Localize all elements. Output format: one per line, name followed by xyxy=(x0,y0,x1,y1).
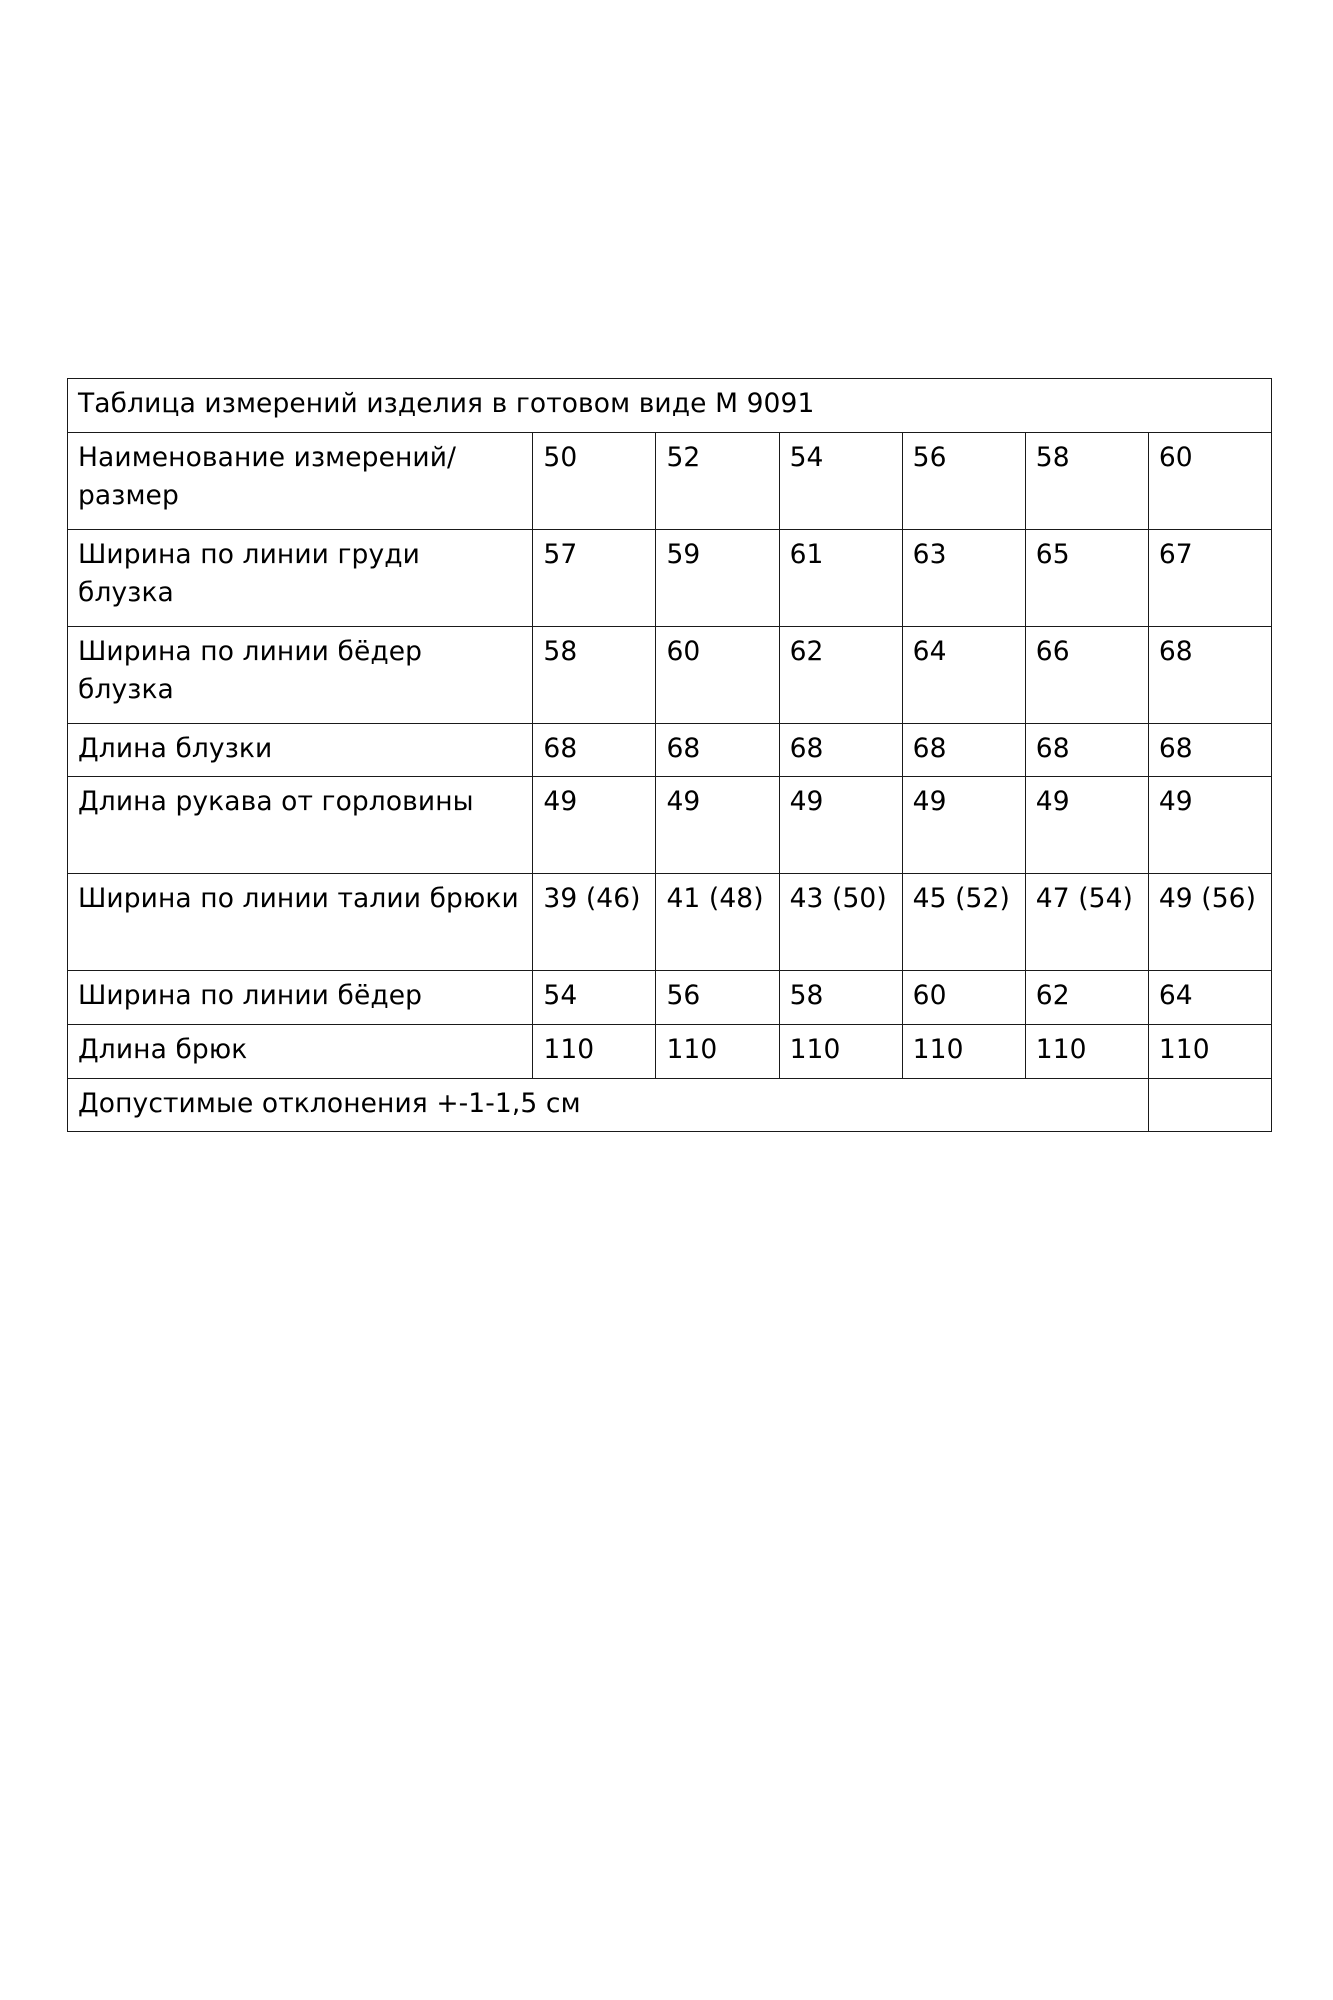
cell-value: 67 xyxy=(1147,528,1273,627)
row-label-chest-width-blouse: Ширина по линии груди блузка xyxy=(66,528,534,627)
cell-value: 60 xyxy=(655,625,780,724)
cell-value: 65 xyxy=(1024,528,1149,627)
cell-value: 41 (48) xyxy=(655,873,780,972)
table-title-row: Таблица измерений изделия в готовом виде… xyxy=(67,378,1272,433)
measurements-table: Таблица измерений изделия в готовом виде… xyxy=(66,378,1273,1133)
cell-value: 68 xyxy=(901,722,1026,778)
table-header-row: Наименование измерений/размер 50 52 54 5… xyxy=(66,431,1273,530)
cell-value: 49 xyxy=(1147,776,1273,875)
cell-value: 68 xyxy=(532,722,657,778)
cell-value: 62 xyxy=(1024,970,1149,1026)
row-label-waist-width-pants: Ширина по линии талии брюки xyxy=(66,873,534,972)
table-title: Таблица измерений изделия в готовом виде… xyxy=(67,378,1272,433)
cell-value: 57 xyxy=(532,528,657,627)
cell-value: 66 xyxy=(1024,625,1149,724)
cell-value: 49 xyxy=(778,776,903,875)
cell-value: 64 xyxy=(1147,970,1273,1026)
cell-value: 43 (50) xyxy=(778,873,903,972)
cell-value: 110 xyxy=(655,1024,780,1079)
header-size-50: 50 xyxy=(532,431,657,530)
cell-value: 110 xyxy=(1147,1024,1273,1079)
cell-value: 63 xyxy=(901,528,1026,627)
cell-value: 49 (56) xyxy=(1147,873,1273,972)
cell-value: 68 xyxy=(778,722,903,778)
header-size-56: 56 xyxy=(901,431,1026,530)
table-row: Ширина по линии бёдер 54 56 58 60 62 64 xyxy=(66,970,1273,1026)
cell-value: 49 xyxy=(1024,776,1149,875)
table-row: Длина брюк 110 110 110 110 110 110 xyxy=(66,1024,1273,1079)
tolerance-note: Допустимые отклонения +-1-1,5 см xyxy=(67,1077,1149,1133)
row-label-hip-width: Ширина по линии бёдер xyxy=(66,970,534,1026)
measurements-table-container: Таблица измерений изделия в готовом виде… xyxy=(66,378,1273,1133)
cell-value: 56 xyxy=(655,970,780,1026)
cell-value: 39 (46) xyxy=(532,873,657,972)
row-label-pants-length: Длина брюк xyxy=(66,1024,534,1079)
cell-value: 58 xyxy=(532,625,657,724)
header-size-58: 58 xyxy=(1024,431,1149,530)
header-size-52: 52 xyxy=(655,431,780,530)
cell-value: 68 xyxy=(655,722,780,778)
table-row: Ширина по линии груди блузка 57 59 61 63… xyxy=(66,528,1273,627)
row-label-sleeve-length-from-neckline: Длина рукава от горловины xyxy=(66,776,534,875)
cell-value: 68 xyxy=(1024,722,1149,778)
cell-value: 61 xyxy=(778,528,903,627)
cell-value: 68 xyxy=(1147,722,1273,778)
header-label-measurement-name: Наименование измерений/размер xyxy=(66,431,534,530)
table-footer-row: Допустимые отклонения +-1-1,5 см xyxy=(67,1077,1273,1133)
table-row: Ширина по линии талии брюки 39 (46) 41 (… xyxy=(66,873,1273,972)
cell-value: 110 xyxy=(901,1024,1026,1079)
cell-value: 45 (52) xyxy=(901,873,1026,972)
cell-value: 64 xyxy=(901,625,1026,724)
cell-value: 60 xyxy=(901,970,1026,1026)
header-size-54: 54 xyxy=(778,431,903,530)
cell-value: 68 xyxy=(1147,625,1273,724)
cell-value: 110 xyxy=(778,1024,903,1079)
cell-value: 49 xyxy=(655,776,780,875)
cell-value: 62 xyxy=(778,625,903,724)
cell-value: 58 xyxy=(778,970,903,1026)
cell-value: 54 xyxy=(532,970,657,1026)
row-label-hip-width-blouse: Ширина по линии бёдер блузка xyxy=(66,625,534,724)
cell-value: 47 (54) xyxy=(1024,873,1149,972)
cell-value: 110 xyxy=(532,1024,657,1079)
table-row: Длина рукава от горловины 49 49 49 49 49… xyxy=(66,776,1273,875)
header-size-60: 60 xyxy=(1147,431,1273,530)
cell-value: 59 xyxy=(655,528,780,627)
cell-value: 49 xyxy=(532,776,657,875)
row-label-blouse-length: Длина блузки xyxy=(66,722,534,778)
cell-value: 49 xyxy=(901,776,1026,875)
table-row: Ширина по линии бёдер блузка 58 60 62 64… xyxy=(66,625,1273,724)
cell-value: 110 xyxy=(1024,1024,1149,1079)
table-row: Длина блузки 68 68 68 68 68 68 xyxy=(66,722,1273,778)
footer-empty-cell xyxy=(1147,1077,1273,1133)
